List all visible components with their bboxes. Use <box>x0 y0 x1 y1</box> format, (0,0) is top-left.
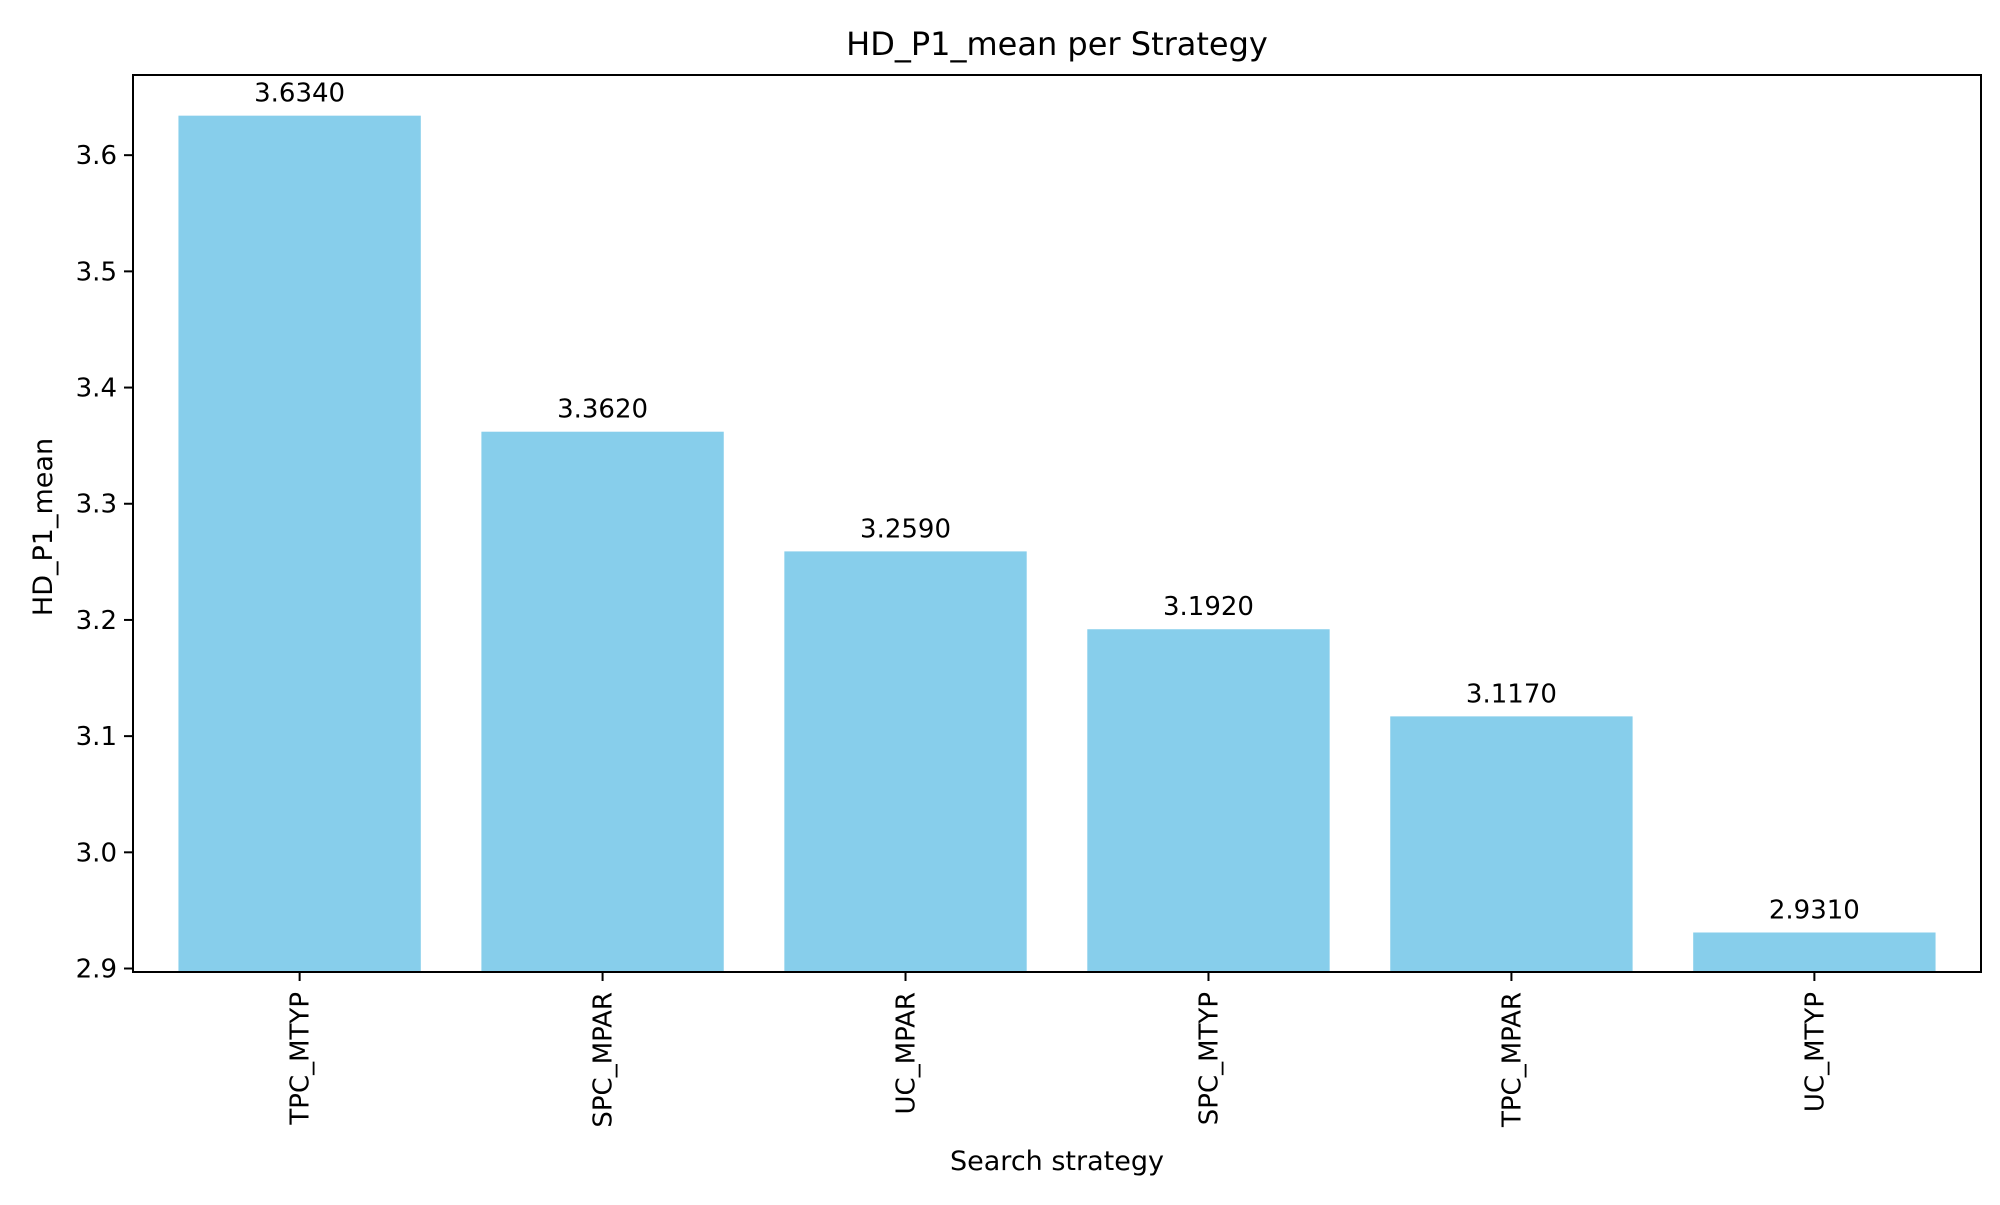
x-axis-label: Search strategy <box>950 1146 1164 1177</box>
data-label-TPC_MPAR: 3.1170 <box>1466 679 1557 709</box>
y-tick-label: 3.6 <box>76 141 117 171</box>
data-labels-layer: 3.6340 3.3620 3.2590 3.1920 3.1170 2.9310 <box>254 79 1860 926</box>
bar-TPC_MPAR <box>1390 716 1633 972</box>
y-tick-label: 3.3 <box>76 490 117 520</box>
x-tick-label-SPC_MPAR: SPC_MPAR <box>589 992 619 1128</box>
bar-TPC_MTYP <box>178 115 421 972</box>
plot-frame <box>132 74 1982 973</box>
x-tick-label-UC_MPAR: UC_MPAR <box>892 992 922 1114</box>
x-tick-label-TPC_MTYP: TPC_MTYP <box>286 992 316 1126</box>
y-tick-label: 3.2 <box>76 606 117 636</box>
x-axis: TPC_MTYP SPC_MPAR UC_MPAR SPC_MTYP TPC_MPAR U… <box>286 972 1830 1128</box>
y-axis-label: HD_P1_mean <box>28 438 59 616</box>
data-label-TPC_MTYP: 3.6340 <box>254 79 345 109</box>
y-tick-label: 3.4 <box>76 374 117 404</box>
bar-SPC_MPAR <box>481 431 724 972</box>
chart-title: HD_P1_mean per Strategy <box>846 25 1268 63</box>
bar-UC_MTYP <box>1693 932 1936 972</box>
y-tick-label: 3.0 <box>76 838 117 868</box>
x-tick-label-UC_MTYP: UC_MTYP <box>1800 992 1830 1112</box>
y-tick-label: 3.5 <box>76 257 117 287</box>
bar-UC_MPAR <box>784 551 1027 972</box>
y-tick-label: 3.1 <box>76 722 117 752</box>
data-label-UC_MPAR: 3.2590 <box>860 514 951 544</box>
y-axis: 2.9 3.0 3.1 3.2 3.3 3.4 3.5 3.6 <box>76 141 133 985</box>
y-tick-label: 2.9 <box>76 955 117 985</box>
data-label-SPC_MPAR: 3.3620 <box>557 395 648 425</box>
bar-SPC_MTYP <box>1087 629 1330 972</box>
x-tick-label-SPC_MTYP: SPC_MTYP <box>1194 992 1224 1125</box>
bars-layer <box>178 115 1936 972</box>
x-tick-label-TPC_MPAR: TPC_MPAR <box>1497 992 1527 1128</box>
data-label-UC_MTYP: 2.9310 <box>1769 895 1860 925</box>
data-label-SPC_MTYP: 3.1920 <box>1163 592 1254 622</box>
